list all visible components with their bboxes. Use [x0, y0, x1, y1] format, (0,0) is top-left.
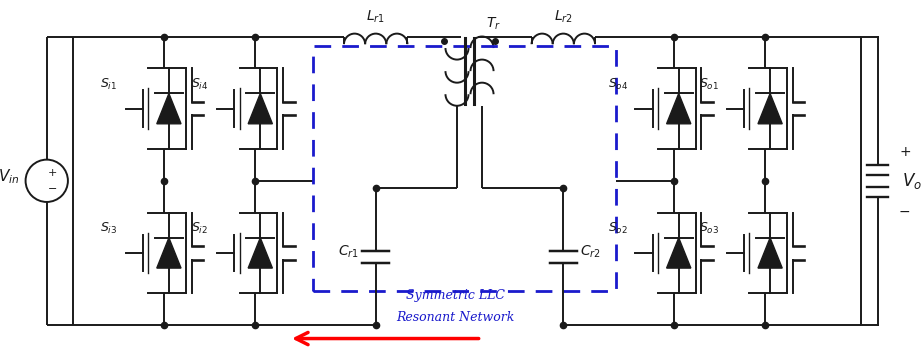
Text: $S_{o1}$: $S_{o1}$	[699, 77, 719, 92]
Text: +: +	[48, 168, 57, 178]
Text: $C_{r2}$: $C_{r2}$	[580, 244, 600, 260]
Text: $V_o$: $V_o$	[902, 171, 921, 191]
Polygon shape	[157, 238, 181, 268]
Bar	[313, 46, 616, 291]
Text: $V_{in}$: $V_{in}$	[0, 167, 20, 186]
Polygon shape	[248, 238, 273, 268]
Polygon shape	[758, 93, 782, 124]
Text: $S_{i4}$: $S_{i4}$	[191, 77, 208, 92]
Polygon shape	[667, 238, 691, 268]
Text: $L_{r2}$: $L_{r2}$	[554, 9, 573, 26]
Text: $S_{i2}$: $S_{i2}$	[192, 221, 208, 236]
Text: Resonant Network: Resonant Network	[396, 311, 514, 324]
Text: Symmetric LLC: Symmetric LLC	[405, 290, 505, 303]
Text: $L_{r1}$: $L_{r1}$	[367, 9, 385, 26]
Text: $C_{r1}$: $C_{r1}$	[338, 244, 359, 260]
Text: −: −	[899, 205, 911, 219]
Polygon shape	[157, 93, 181, 124]
Text: $S_{i1}$: $S_{i1}$	[99, 77, 117, 92]
Polygon shape	[248, 93, 273, 124]
Text: $S_{i3}$: $S_{i3}$	[99, 221, 117, 236]
Text: $T_r$: $T_r$	[486, 15, 501, 32]
Polygon shape	[758, 238, 782, 268]
Text: $S_{o4}$: $S_{o4}$	[608, 77, 628, 92]
Text: −: −	[48, 184, 57, 194]
Text: +: +	[899, 145, 911, 159]
Text: $S_{o2}$: $S_{o2}$	[608, 221, 628, 236]
Polygon shape	[667, 93, 691, 124]
Text: $S_{o3}$: $S_{o3}$	[699, 221, 719, 236]
